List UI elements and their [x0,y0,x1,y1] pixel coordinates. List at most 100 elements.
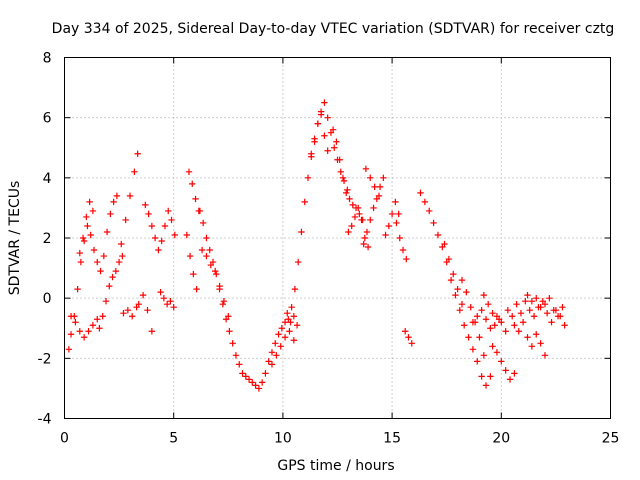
data-point [273,352,280,359]
data-point [489,310,496,317]
data-point [380,174,387,182]
data-point [393,219,400,227]
data-point [480,291,488,299]
data-point [124,307,132,314]
data-point [76,328,83,335]
y-tick-label: -2 [38,351,52,367]
data-point [258,379,266,386]
data-point [198,246,206,254]
data-point [193,285,200,293]
data-point [67,313,75,320]
data-point [148,222,156,230]
data-point [478,307,485,314]
series-track-c [76,198,97,257]
data-point [541,352,549,359]
data-point [345,228,352,236]
series-track-gg [524,291,566,320]
data-point [268,361,276,368]
data-point [160,294,168,302]
data-point [385,222,393,230]
data-point [559,303,566,311]
data-point [550,307,557,314]
data-point [142,201,149,209]
data-point [278,325,286,332]
data-point [376,183,384,191]
series-track-cc [480,291,509,335]
data-point [183,231,191,239]
data-point [349,201,356,209]
data-point [80,334,88,341]
series-track-h [142,201,159,242]
data-point [76,249,83,257]
data-point [498,319,505,326]
series-track-ff [511,319,549,359]
data-point [131,168,138,176]
data-point [344,186,351,194]
data-point [324,147,331,154]
data-point [277,343,284,350]
data-point [232,352,240,359]
data-point [465,334,472,341]
data-point [502,328,509,335]
x-tick-label: 5 [169,431,178,447]
data-point [308,150,315,157]
data-point [97,267,104,275]
data-point [157,288,164,296]
data-point [546,294,553,302]
data-point [96,325,103,332]
data-point [522,297,529,305]
data-point [543,310,551,317]
y-axis-label: SDTVAR / TECUs [7,181,23,296]
tick-labels: 0 5 10 15 20 25 -4 -2 0 2 4 6 8 [38,51,620,447]
data-point [445,255,453,263]
data-point [219,300,227,308]
data-point [561,322,568,329]
data-point [107,210,114,218]
data-point [346,195,353,203]
data-point [434,231,442,239]
data-point [165,207,172,215]
data-point [207,261,215,269]
data-point [148,328,156,335]
data-point [186,252,194,260]
data-point [290,313,298,320]
grid [64,57,611,419]
y-tick-label: 0 [43,291,52,307]
data-point [351,213,359,221]
series-track-dd [489,343,518,383]
data-point [403,255,410,263]
data-point [113,192,121,200]
x-tick-label: 20 [492,431,510,447]
data-point [321,99,328,106]
data-point [242,373,249,380]
data-point [89,322,97,329]
data-point [533,331,540,338]
data-point [206,246,213,254]
data-point [87,231,94,239]
data-point [226,328,233,335]
data-point [109,273,116,281]
data-point [281,334,289,341]
data-point [272,340,279,347]
series-track-g [135,291,156,335]
series-track-w [393,219,410,263]
data-point [321,132,328,139]
data-point [229,340,236,347]
data-point [336,156,343,163]
data-point [474,358,481,365]
data-point [484,300,492,308]
data-point [275,331,282,338]
data-point [155,246,162,254]
data-point [84,222,91,230]
data-point [225,313,232,320]
data-point [530,313,538,320]
data-point [239,370,246,377]
data-point [367,174,374,182]
data-point [298,228,305,236]
data-point [533,294,540,302]
data-point [511,322,518,329]
data-point [452,291,459,299]
data-point [311,138,318,145]
data-point [301,198,308,206]
